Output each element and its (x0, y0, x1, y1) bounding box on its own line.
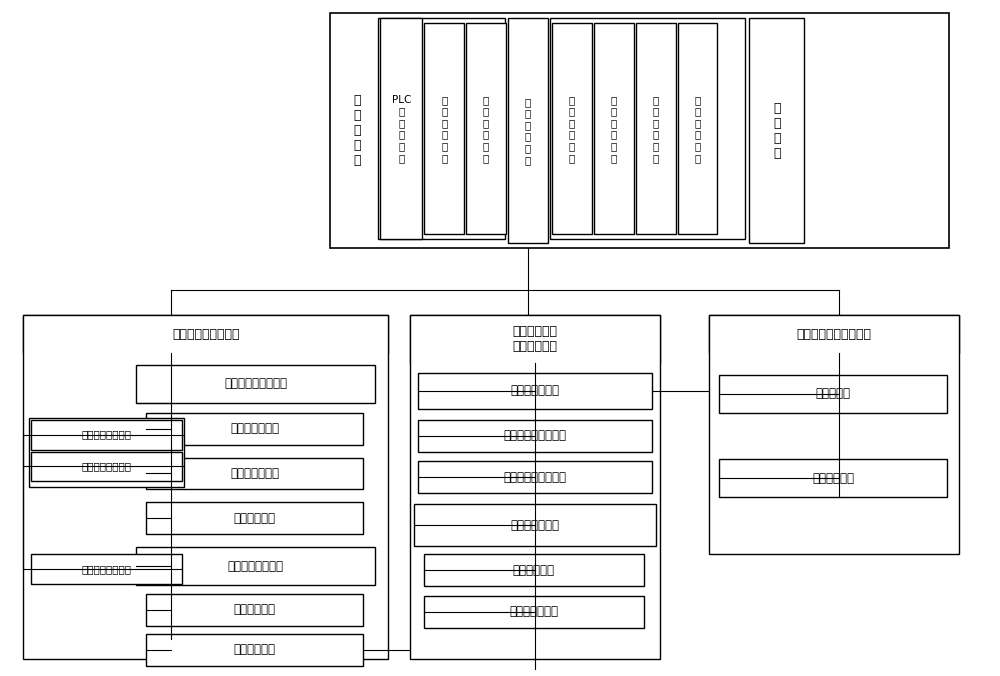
Bar (23, 315, 388, 658)
Bar (410, 315, 660, 363)
Bar (136, 365, 375, 403)
Text: 预
警
模
块: 预 警 模 块 (773, 102, 780, 160)
Bar (636, 23, 676, 235)
Text: 触
屏
显
示
模
块: 触 屏 显 示 模 块 (525, 97, 531, 165)
Bar (146, 594, 363, 626)
Bar (466, 23, 506, 235)
Text: 蒸发器本体控制系统: 蒸发器本体控制系统 (172, 327, 240, 341)
Text: 开
关
控
制
单
元: 开 关 控 制 单 元 (483, 95, 489, 163)
Bar (378, 18, 505, 239)
Bar (719, 375, 947, 412)
Bar (31, 452, 182, 481)
Text: PLC
总
控
制
模
块: PLC 总 控 制 模 块 (392, 95, 411, 163)
Bar (550, 18, 745, 239)
Bar (418, 462, 652, 493)
Text: 二级冷凝器控制模块: 二级冷凝器控制模块 (503, 471, 566, 484)
Bar (410, 315, 660, 658)
Text: 总
监
控
系
统: 总 监 控 系 统 (354, 95, 361, 168)
Bar (31, 554, 182, 584)
Bar (719, 460, 947, 498)
Bar (508, 18, 548, 243)
Text: 数
据
输
入
单
元: 数 据 输 入 单 元 (569, 95, 575, 163)
Bar (136, 547, 375, 585)
Bar (414, 504, 656, 546)
Bar (594, 23, 634, 235)
Text: 料液浓度监测单元: 料液浓度监测单元 (82, 462, 132, 471)
Text: 二级加热器控制模块: 二级加热器控制模块 (503, 429, 566, 442)
Text: 第一抽风单元: 第一抽风单元 (234, 643, 276, 656)
Bar (31, 420, 182, 450)
Text: 冷凝水回收模块: 冷凝水回收模块 (510, 518, 559, 532)
Text: 数
据
显
示
单
元: 数 据 显 示 单 元 (611, 95, 617, 163)
Text: 压缩机控制模块: 压缩机控制模块 (510, 384, 559, 397)
Text: 数
据
转
换
单
元: 数 据 转 换 单 元 (694, 95, 701, 163)
Bar (29, 418, 184, 487)
Text: 废气吸收塔: 废气吸收塔 (816, 387, 851, 400)
Text: 喷淋控制单元: 喷淋控制单元 (234, 512, 276, 525)
Bar (424, 23, 464, 235)
Bar (552, 23, 592, 235)
Bar (146, 412, 363, 445)
Text: 数
据
存
储
单
元: 数 据 存 储 单 元 (652, 95, 659, 163)
Text: 加料排料控制模块: 加料排料控制模块 (82, 564, 132, 574)
Text: 液位监测单元: 液位监测单元 (513, 564, 555, 577)
Bar (709, 315, 959, 353)
Bar (146, 634, 363, 666)
Bar (678, 23, 717, 235)
Text: 程
序
设
定
单
元: 程 序 设 定 单 元 (441, 95, 447, 163)
Text: 二效冷却加热
干燥控制系统: 二效冷却加热 干燥控制系统 (512, 325, 557, 353)
Text: 气液分离单元: 气液分离单元 (234, 604, 276, 617)
Bar (418, 420, 652, 452)
Bar (330, 14, 949, 248)
Text: 料液浓度控制模块: 料液浓度控制模块 (82, 430, 132, 439)
Text: 过滤器控制单元: 过滤器控制单元 (230, 467, 279, 480)
Text: 排水阀控制单元: 排水阀控制单元 (509, 606, 558, 619)
Bar (146, 502, 363, 534)
Bar (380, 18, 422, 239)
Text: 循环泵控制单元: 循环泵控制单元 (230, 422, 279, 435)
Bar (424, 554, 644, 586)
Text: 原料液循环控制模块: 原料液循环控制模块 (224, 377, 287, 390)
Text: 废气净化吸附控制系统: 废气净化吸附控制系统 (797, 327, 872, 341)
Text: 第二抽风单元: 第二抽风单元 (812, 472, 854, 485)
Bar (418, 373, 652, 409)
Bar (146, 458, 363, 489)
Bar (709, 315, 959, 554)
Text: 气液分离控制模块: 气液分离控制模块 (228, 560, 284, 573)
Bar (23, 315, 388, 353)
Bar (749, 18, 804, 243)
Bar (424, 596, 644, 628)
